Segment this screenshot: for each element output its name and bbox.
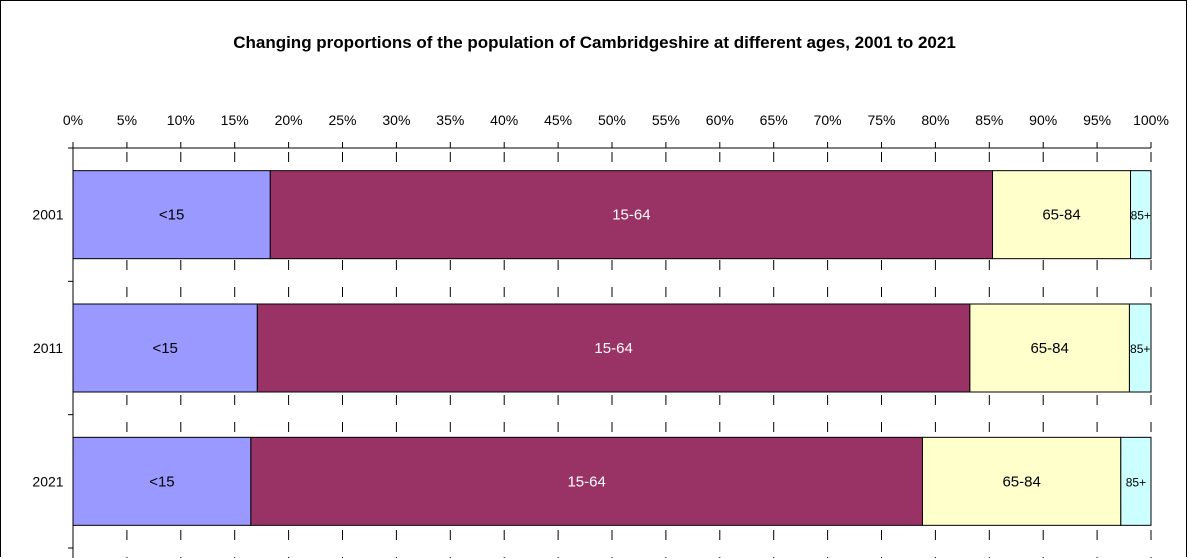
x-tick-label: 30% bbox=[382, 112, 410, 128]
x-tick-label: 0% bbox=[63, 112, 83, 128]
x-tick-label: 55% bbox=[652, 112, 680, 128]
segment-label: 65-84 bbox=[1042, 207, 1080, 224]
x-tick-label: 70% bbox=[814, 112, 842, 128]
x-tick-label: 90% bbox=[1029, 112, 1057, 128]
segment-label: 15-64 bbox=[612, 207, 650, 224]
segment-label: <15 bbox=[159, 207, 184, 224]
x-tick-label: 65% bbox=[760, 112, 788, 128]
bar-segment bbox=[72, 303, 258, 393]
x-tick-label: 45% bbox=[544, 112, 572, 128]
segment-label: <15 bbox=[149, 473, 174, 490]
bar-segment bbox=[250, 436, 923, 526]
x-tick-label: 60% bbox=[706, 112, 734, 128]
x-tick-label: 20% bbox=[275, 112, 303, 128]
chart-title: Changing proportions of the population o… bbox=[233, 33, 956, 52]
segment-label: 15-64 bbox=[594, 340, 632, 357]
bar-segment bbox=[969, 303, 1130, 393]
x-tick-label: 75% bbox=[867, 112, 895, 128]
bar-segment bbox=[72, 170, 271, 260]
labels: 0% 5% 10% 15% 20% 25% 30% 35% 40% 45% 50% 55% 60% 65%… bbox=[32, 112, 1168, 490]
x-tick-label: 95% bbox=[1083, 112, 1111, 128]
segment-label: 85+ bbox=[1126, 475, 1146, 489]
x-tick-label: 40% bbox=[490, 112, 518, 128]
x-tick-label: 80% bbox=[921, 112, 949, 128]
bars bbox=[72, 170, 1152, 526]
segment-label: 65-84 bbox=[1030, 340, 1068, 357]
x-tick-label: 15% bbox=[221, 112, 249, 128]
x-tick-label: 85% bbox=[975, 112, 1003, 128]
segment-label: 85+ bbox=[1131, 209, 1151, 223]
segment-label: 85+ bbox=[1130, 342, 1150, 356]
x-tick-label: 25% bbox=[328, 112, 356, 128]
segment-label: 15-64 bbox=[567, 473, 605, 490]
segment-label: <15 bbox=[152, 340, 177, 357]
category-label: 2001 bbox=[32, 207, 63, 223]
x-tick-label: 100% bbox=[1133, 112, 1169, 128]
bar-segment bbox=[1120, 436, 1152, 526]
segment-label: 65-84 bbox=[1002, 473, 1040, 490]
x-tick-label: 35% bbox=[436, 112, 464, 128]
bar-segment bbox=[1128, 303, 1152, 393]
x-tick-label: 5% bbox=[117, 112, 137, 128]
x-tick-label: 50% bbox=[598, 112, 626, 128]
bar-segment bbox=[269, 170, 994, 260]
x-tick-label: 10% bbox=[167, 112, 195, 128]
category-label: 2021 bbox=[32, 473, 63, 489]
bar-segment bbox=[256, 303, 971, 393]
category-label: 2011 bbox=[33, 340, 63, 356]
bar-segment bbox=[1130, 170, 1152, 260]
